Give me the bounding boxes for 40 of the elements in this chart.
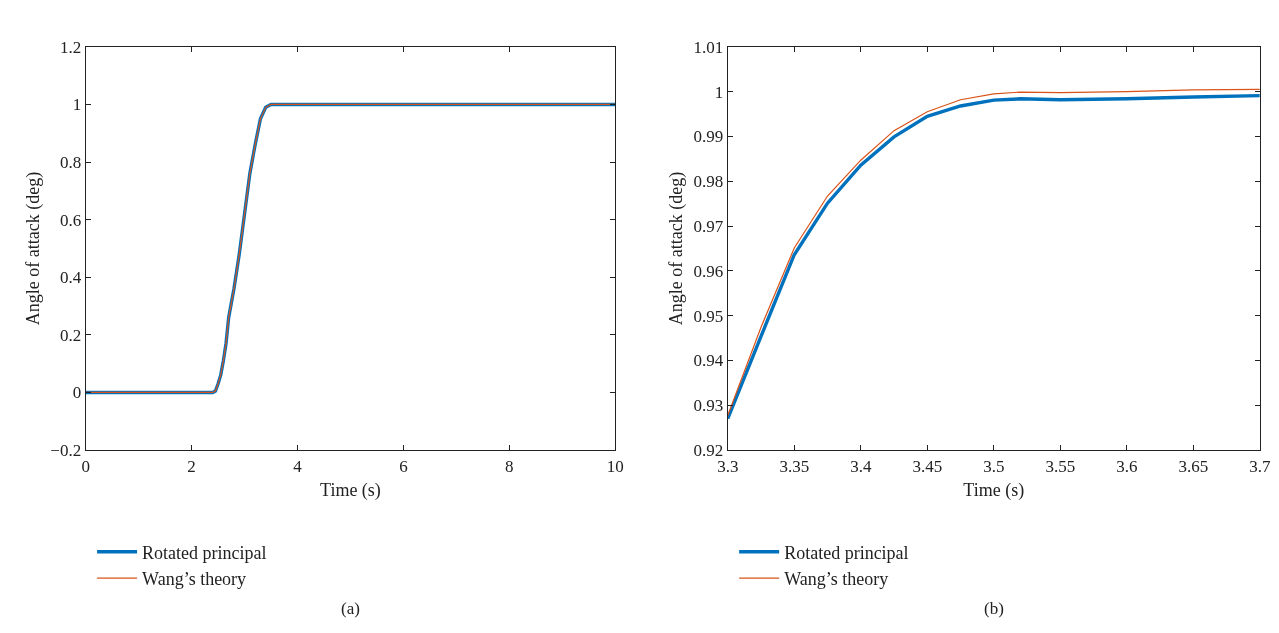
x-tick-label: 3.5 — [983, 456, 1005, 476]
y-tick-label: 1 — [72, 95, 82, 115]
x-tick-label: 2 — [187, 456, 196, 476]
x-tick-label: 3.7 — [1249, 456, 1271, 476]
x-axis-title: Time (s) — [320, 479, 381, 501]
y-tick-label: 0.97 — [693, 217, 724, 236]
x-tick-label: 3.65 — [1178, 456, 1209, 476]
y-tick-label: 1.01 — [693, 37, 724, 57]
y-tick-label: 0.96 — [693, 261, 724, 281]
x-tick-label: 3.45 — [912, 456, 943, 476]
legend-label: Rotated principal — [784, 542, 909, 563]
y-tick-label: 0.8 — [59, 153, 82, 172]
x-tick-label: 3.6 — [1116, 456, 1138, 476]
legend-label: Rotated principal — [142, 542, 267, 563]
x-tick-label: 6 — [399, 456, 408, 476]
x-tick-label: 8 — [505, 456, 514, 476]
x-tick-label: 10 — [606, 456, 624, 476]
x-tick-label: 3.55 — [1045, 456, 1076, 476]
y-tick-label: 0.6 — [59, 210, 82, 230]
x-tick-label: 4 — [293, 456, 303, 476]
y-tick-label: 1 — [714, 82, 724, 102]
x-axis-title: Time (s) — [963, 479, 1025, 501]
y-tick-label: 1.2 — [59, 37, 82, 57]
y-axis-title: Angle of attack (deg) — [665, 171, 687, 326]
y-axis-title: Angle of attack (deg) — [22, 171, 44, 326]
y-tick-label: −0.2 — [50, 441, 82, 461]
y-tick-label: 0.2 — [59, 325, 82, 345]
y-tick-label: 0.99 — [693, 127, 724, 147]
y-tick-label: 0 — [72, 383, 82, 403]
y-tick-label: 0.98 — [693, 172, 724, 192]
legend-label: Wang’s theory — [142, 569, 247, 590]
x-tick-label: 3.35 — [779, 456, 810, 476]
legend-label: Wang’s theory — [784, 569, 889, 590]
text: (b) — [984, 599, 1004, 618]
x-tick-label: 3.4 — [850, 456, 872, 476]
y-tick-label: 0.4 — [59, 268, 82, 288]
y-tick-label: 0.94 — [693, 351, 724, 371]
y-tick-label: 0.95 — [693, 306, 724, 326]
y-tick-label: 0.93 — [693, 396, 724, 416]
text: (a) — [341, 599, 360, 618]
